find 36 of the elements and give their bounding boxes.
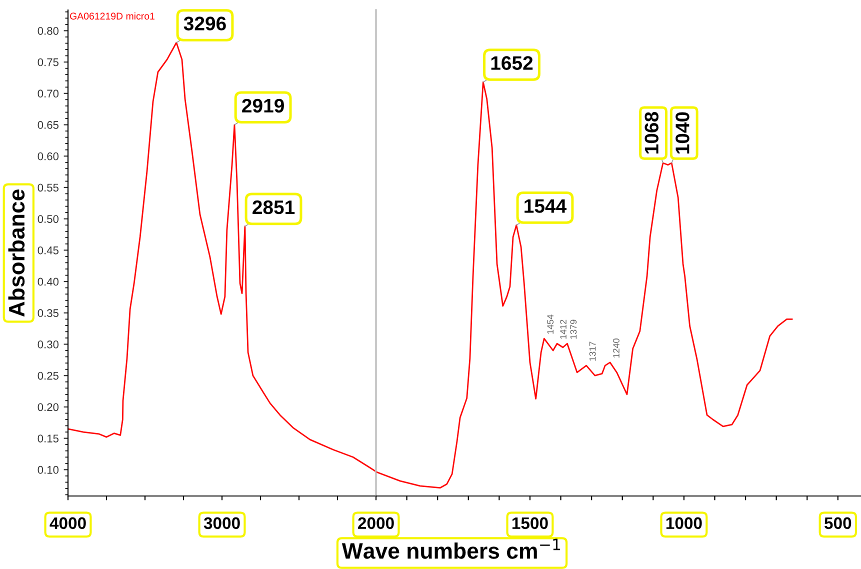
x-axis-title: Wave numbers cm$^{−1}$ xyxy=(342,538,560,559)
y-tick-label: 0.15 xyxy=(38,434,59,442)
x-tick-label: 500 xyxy=(824,517,852,530)
annotation: 2919 xyxy=(242,98,284,113)
chart-title: GA061219D micro1 xyxy=(70,12,154,20)
y-axis-title: Absorbance xyxy=(8,190,25,317)
annotation: 1068 xyxy=(644,112,658,154)
y-tick-label: 0.50 xyxy=(38,215,59,223)
annotation: 1652 xyxy=(491,56,533,70)
annotation: 1317 xyxy=(589,342,596,361)
y-tick-label: 0.75 xyxy=(38,58,59,66)
y-tick-label: 0.35 xyxy=(38,309,59,318)
y-tick-label: 0.55 xyxy=(38,184,59,192)
y-tick-label: 0.40 xyxy=(38,278,59,286)
y-tick-label: 0.20 xyxy=(38,403,59,412)
y-tick-label: 0.10 xyxy=(38,466,59,474)
annotation: 1379 xyxy=(570,320,577,339)
annotation: 1454 xyxy=(547,314,554,334)
annotation: 1240 xyxy=(613,338,620,358)
x-tick-label: 1000 xyxy=(666,517,702,530)
x-tick-label: 3000 xyxy=(204,517,240,530)
x-tick-label: 1500 xyxy=(512,517,548,530)
y-tick-label: 0.60 xyxy=(38,152,59,160)
annotation: 1412 xyxy=(560,320,566,339)
y-tick-label: 0.80 xyxy=(38,26,59,35)
x-tick-label: 2000 xyxy=(358,517,394,530)
annotation: 1040 xyxy=(676,112,690,154)
y-tick-label: 0.65 xyxy=(38,121,59,129)
y-tick-label: 0.30 xyxy=(38,340,59,348)
x-tick-label: 4000 xyxy=(50,517,86,530)
annotation: 1544 xyxy=(524,199,567,213)
y-tick-label: 0.70 xyxy=(38,90,59,98)
annotation: 2851 xyxy=(252,200,295,214)
y-tick-label: 0.45 xyxy=(38,246,59,254)
annotation: 3296 xyxy=(184,16,226,30)
y-tick-label: 0.25 xyxy=(38,372,59,380)
